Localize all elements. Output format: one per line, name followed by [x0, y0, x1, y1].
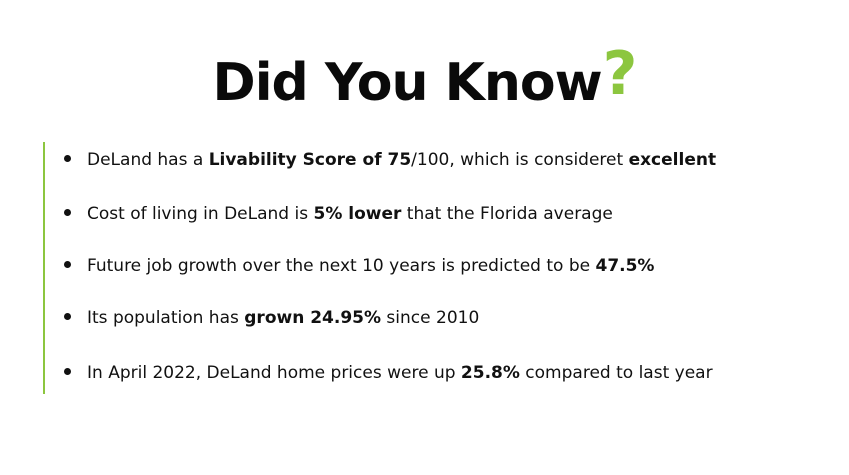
fact-text: DeLand has a: [87, 150, 209, 170]
fact-highlight: excellent: [628, 150, 717, 170]
fact-text: Future job growth over the next 10 years…: [87, 256, 596, 276]
bullet-icon: [64, 208, 71, 216]
fact-text: since 2010: [381, 308, 480, 328]
accent-divider: [43, 142, 45, 394]
fact-highlight: Livability Score of 75: [208, 150, 412, 170]
fact-highlight: 5% lower: [313, 204, 402, 224]
fact-text: compared to last year: [519, 363, 713, 383]
fact-text: Its population has: [87, 308, 245, 328]
fact-highlight: 25.8%: [460, 363, 520, 383]
bullet-icon: [64, 312, 71, 320]
bullet-icon: [64, 367, 71, 375]
fact-text: Cost of living in DeLand is: [87, 204, 314, 224]
fact-livability: DeLand has a Livability Score of 75/100,…: [64, 148, 716, 172]
fact-highlight: grown 24.95%: [244, 308, 382, 328]
bullet-icon: [64, 154, 71, 162]
fact-job-growth: Future job growth over the next 10 years…: [64, 254, 654, 278]
fact-cost-of-living: Cost of living in DeLand is 5% lower tha…: [64, 202, 613, 226]
fact-population: Its population has grown 24.95% since 20…: [64, 306, 479, 330]
title-text: Did You Know: [212, 53, 603, 113]
fact-highlight: 47.5%: [595, 256, 655, 276]
page-title: Did You Know?: [0, 39, 849, 123]
fact-text: In April 2022, DeLand home prices were u…: [87, 363, 461, 383]
fact-text: that the Florida average: [401, 204, 613, 224]
fact-home-prices: In April 2022, DeLand home prices were u…: [64, 361, 713, 385]
fact-text: /100, which is consideret: [411, 150, 629, 170]
bullet-icon: [64, 260, 71, 268]
title-question-mark: ?: [602, 39, 638, 109]
